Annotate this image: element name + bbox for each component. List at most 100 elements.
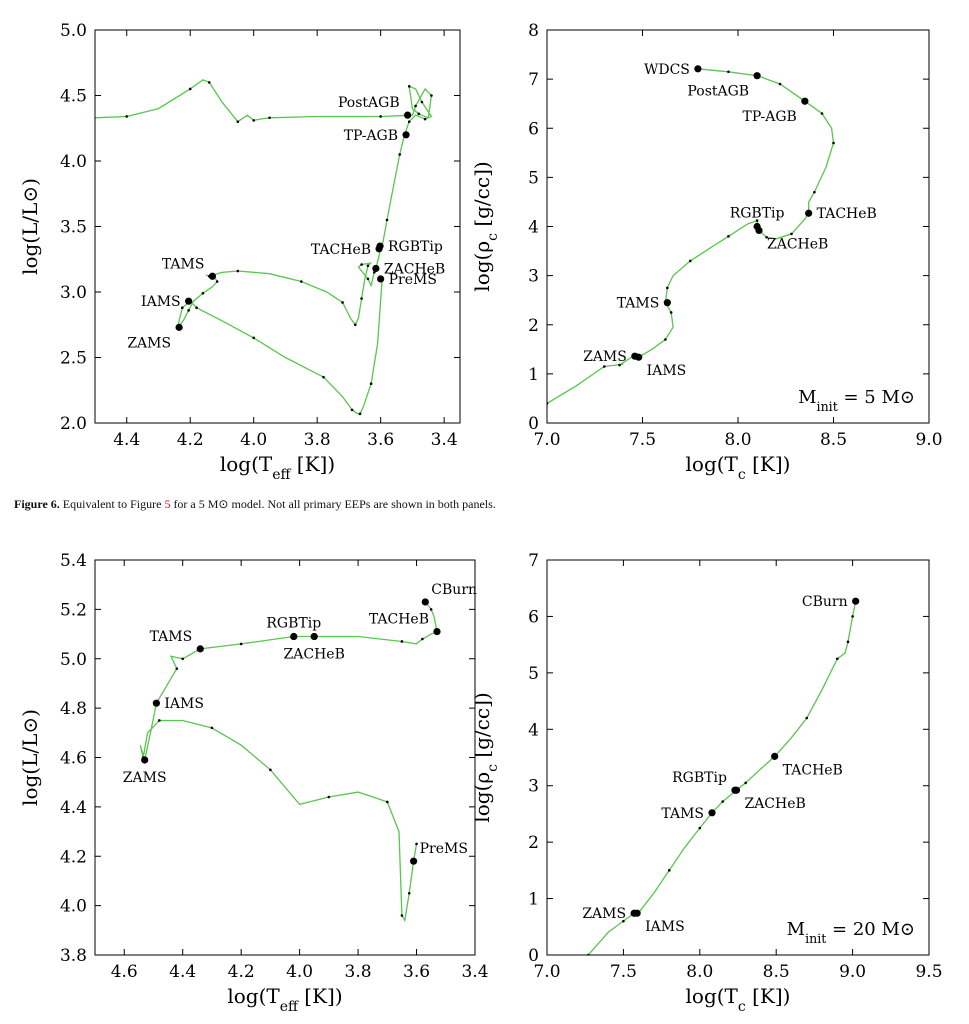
track-sample-dot <box>407 891 411 895</box>
track-sample-dot <box>820 112 824 115</box>
eep-point-tacheb <box>433 627 441 636</box>
eep-label-prems: PreMS <box>420 841 468 857</box>
eep-label-tams: TAMS <box>617 296 660 312</box>
y-tick-label: 1 <box>528 890 539 910</box>
core5-plot: 7.0 7.5 8.0 8.5 9.0 0 1 2 3 4 5 6 7 8 log(Tc [K]) log(ρ… <box>470 21 943 483</box>
eep-label-rgbtip: RGBTip <box>730 206 785 222</box>
track-sample-dot <box>175 667 179 670</box>
track-sample-dot <box>832 141 835 145</box>
eep-point-tp-agb <box>402 131 410 139</box>
track-sample-dot <box>765 236 768 239</box>
x-tick-label: 7.0 <box>533 962 560 982</box>
eep-point-tacheb <box>771 752 779 760</box>
track-sample-dot <box>181 657 184 661</box>
y-tick-label: 5.4 <box>60 551 87 571</box>
x-tick-label: 4.4 <box>113 430 140 450</box>
x-tick-label: 7.5 <box>629 430 656 450</box>
x-tick-label: 7.5 <box>610 962 637 982</box>
track-sample-dot <box>667 869 671 872</box>
x-tick-label: 3.4 <box>431 430 458 450</box>
eep-label-tams: TAMS <box>162 256 205 272</box>
track-sample-dot <box>420 100 424 104</box>
eep-point-zacheb <box>755 226 763 235</box>
eep-point-prems <box>410 857 418 865</box>
track-sample-dot <box>415 842 418 846</box>
figure-caption: Figure 6. Equivalent to Figure 5 for a 5… <box>14 497 954 512</box>
eep-label-tp-agb: TP-AGB <box>344 128 398 144</box>
x-tick-label: 4.6 <box>111 962 138 982</box>
track-sample-dot <box>407 85 411 88</box>
track-sample-dot <box>379 115 382 118</box>
track-sample-dot <box>207 81 211 84</box>
eep-label-tacheb: TACHeB <box>817 206 877 222</box>
track-sample-dot <box>341 301 344 304</box>
track-sample-dot <box>269 768 272 772</box>
eep-point-cburn <box>852 597 860 605</box>
x-tick-label: 9.5 <box>915 962 942 982</box>
track-sample-dot <box>790 232 793 236</box>
eep-label-prems: PreMS <box>389 272 437 288</box>
track-sample-dot <box>755 219 759 222</box>
track-sample-dot <box>836 657 839 661</box>
plot-frame <box>546 559 930 956</box>
y-axis-label: log(ρc [g/cc]) <box>470 692 501 822</box>
track-sample-dot <box>813 190 816 194</box>
track-sample-dot <box>423 117 427 121</box>
eep-label-zams: ZAMS <box>582 906 626 922</box>
y-tick-label: 4 <box>528 218 539 238</box>
y-tick-label: 3.5 <box>60 218 87 238</box>
x-axis-label: log(Teff [K]) <box>227 984 342 1015</box>
track-sample-dot <box>125 115 129 118</box>
eep-label-zacheb: ZACHeB <box>744 796 805 812</box>
track-sample-dot <box>236 269 240 273</box>
y-tick-label: 3.8 <box>60 946 87 966</box>
track-sample-dot <box>727 70 730 74</box>
y-tick-label: 4.0 <box>60 152 87 172</box>
eep-label-tacheb: TACHeB <box>369 612 429 628</box>
track-sample-dot <box>846 640 850 644</box>
track-sample-dot <box>386 800 389 804</box>
track-sample-dot <box>398 153 401 156</box>
track-sample-dot <box>698 826 702 830</box>
hr5-plot: 4.4 4.2 4.0 3.8 3.6 3.4 2.0 2.5 3.0 3.5 4.0 4.5 5.0 l… <box>18 21 461 483</box>
y-tick-label: 0 <box>528 414 539 434</box>
track-sample-dot <box>851 615 854 618</box>
caption-figure-link[interactable]: 5 <box>164 497 171 511</box>
eep-label-zams: ZAMS <box>583 349 627 365</box>
x-axis-label: log(Tc [K]) <box>686 984 791 1015</box>
eep-label-iams: IAMS <box>141 294 181 310</box>
eep-point-tacheb <box>805 209 813 217</box>
eep-label-zacheb: ZACHeB <box>384 261 445 277</box>
plot-frame <box>94 29 461 424</box>
track-sample-dot <box>414 104 417 108</box>
y-tick-label: 7 <box>528 70 539 90</box>
eep-label-iams: IAMS <box>647 363 687 379</box>
y-tick-label: 6 <box>528 607 539 627</box>
hr-diagram-20msun: 4.6 4.4 4.2 4.0 3.8 3.6 3.4 3.8 4.0 4.2 4.4 4.6 4.8 5… <box>18 551 489 1015</box>
x-tick-label: 3.6 <box>403 962 430 982</box>
x-tick-label: 3.8 <box>345 962 372 982</box>
eep-point-iams <box>185 297 193 305</box>
x-tick-label: 3.4 <box>461 962 488 982</box>
track-sample-dot <box>744 781 747 785</box>
x-axis-label: log(Teff [K]) <box>220 452 335 483</box>
eep-point-iams <box>635 353 643 361</box>
eep-point-zams <box>141 756 149 764</box>
track-sample-dot <box>195 306 198 310</box>
track-sample-dot <box>622 919 625 923</box>
x-tick-label: 4.0 <box>286 962 313 982</box>
core-diagram-5msun: 7.0 7.5 8.0 8.5 9.0 0 1 2 3 4 5 6 7 8 log(Tc [K]) log(ρ… <box>470 21 943 483</box>
eep-point-zams <box>175 323 183 331</box>
x-tick-label: 8.0 <box>686 962 713 982</box>
eep-point-zacheb <box>732 786 741 794</box>
track-sample-dot <box>666 286 669 290</box>
eep-point-postagb <box>753 72 761 80</box>
y-tick-label: 2 <box>528 833 539 853</box>
eep-label-wdcs: WDCS <box>644 62 690 78</box>
track-sample-dot <box>187 309 190 312</box>
track-sample-dot <box>358 412 362 416</box>
track-sample-dot <box>669 311 673 314</box>
track-sample-dot <box>400 914 404 917</box>
track-sample-dot <box>188 87 192 91</box>
track-sample-dot <box>252 336 255 340</box>
